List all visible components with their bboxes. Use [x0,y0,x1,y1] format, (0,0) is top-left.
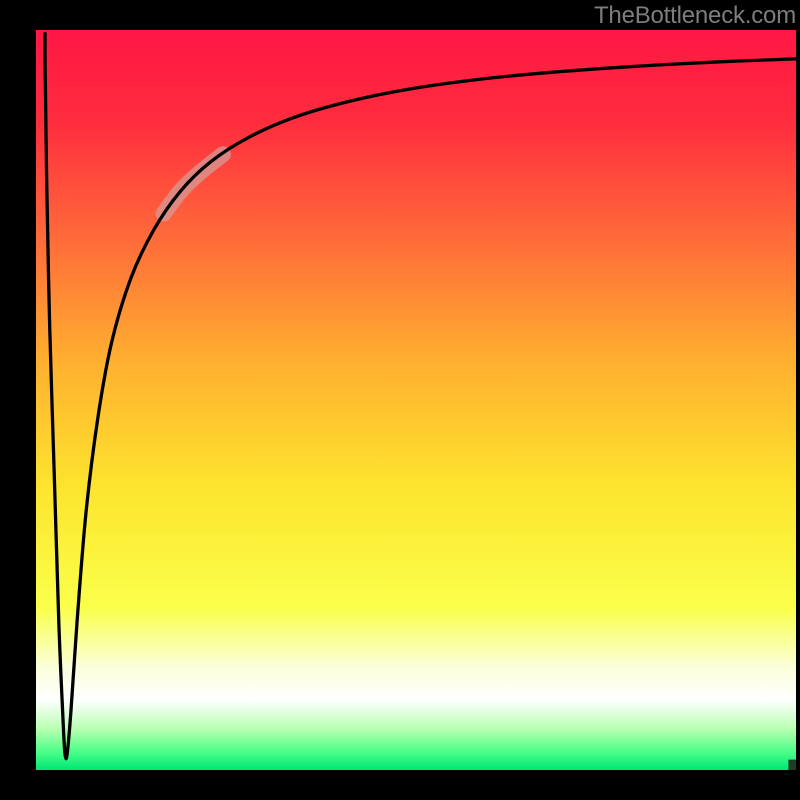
watermark-text: TheBottleneck.com [594,2,796,30]
bottleneck-curve [45,34,796,759]
chart-svg [36,30,796,770]
corner-mark [788,760,796,770]
highlight-segment [164,154,223,213]
plot-area [36,30,796,770]
